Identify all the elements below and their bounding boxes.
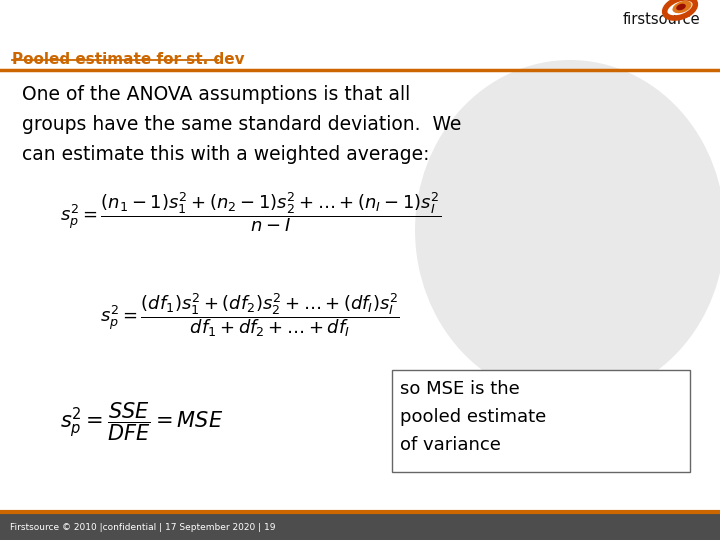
Text: Pooled estimate for st. dev: Pooled estimate for st. dev — [12, 52, 245, 68]
Ellipse shape — [676, 4, 686, 10]
Text: Firstsource © 2010 |confidential | 17 September 2020 | 19: Firstsource © 2010 |confidential | 17 Se… — [10, 523, 276, 531]
Text: so MSE is the: so MSE is the — [400, 380, 520, 398]
Ellipse shape — [415, 60, 720, 400]
Text: pooled estimate: pooled estimate — [400, 408, 546, 426]
Text: One of the ANOVA assumptions is that all: One of the ANOVA assumptions is that all — [22, 85, 410, 104]
Text: $s_p^2 = \dfrac{(n_1-1)s_1^2 + (n_2-1)s_2^2 + \ldots+ (n_I-1)s_I^2}{n - I}$: $s_p^2 = \dfrac{(n_1-1)s_1^2 + (n_2-1)s_… — [60, 190, 441, 234]
FancyBboxPatch shape — [392, 370, 690, 472]
Text: $s_p^2 = \dfrac{(df_1)s_1^2 + (df_2)s_2^2 + \ldots+ (df_I)s_I^2}{df_1 + df_2 + \: $s_p^2 = \dfrac{(df_1)s_1^2 + (df_2)s_2^… — [100, 291, 400, 339]
Text: can estimate this with a weighted average:: can estimate this with a weighted averag… — [22, 145, 430, 164]
Text: groups have the same standard deviation.  We: groups have the same standard deviation.… — [22, 115, 462, 134]
Text: $s_p^2 = \dfrac{SSE}{DFE} = MSE$: $s_p^2 = \dfrac{SSE}{DFE} = MSE$ — [60, 401, 223, 443]
Text: firstsource: firstsource — [622, 11, 700, 26]
Text: of variance: of variance — [400, 436, 501, 454]
Ellipse shape — [672, 1, 692, 13]
Bar — [0, 512, 720, 540]
